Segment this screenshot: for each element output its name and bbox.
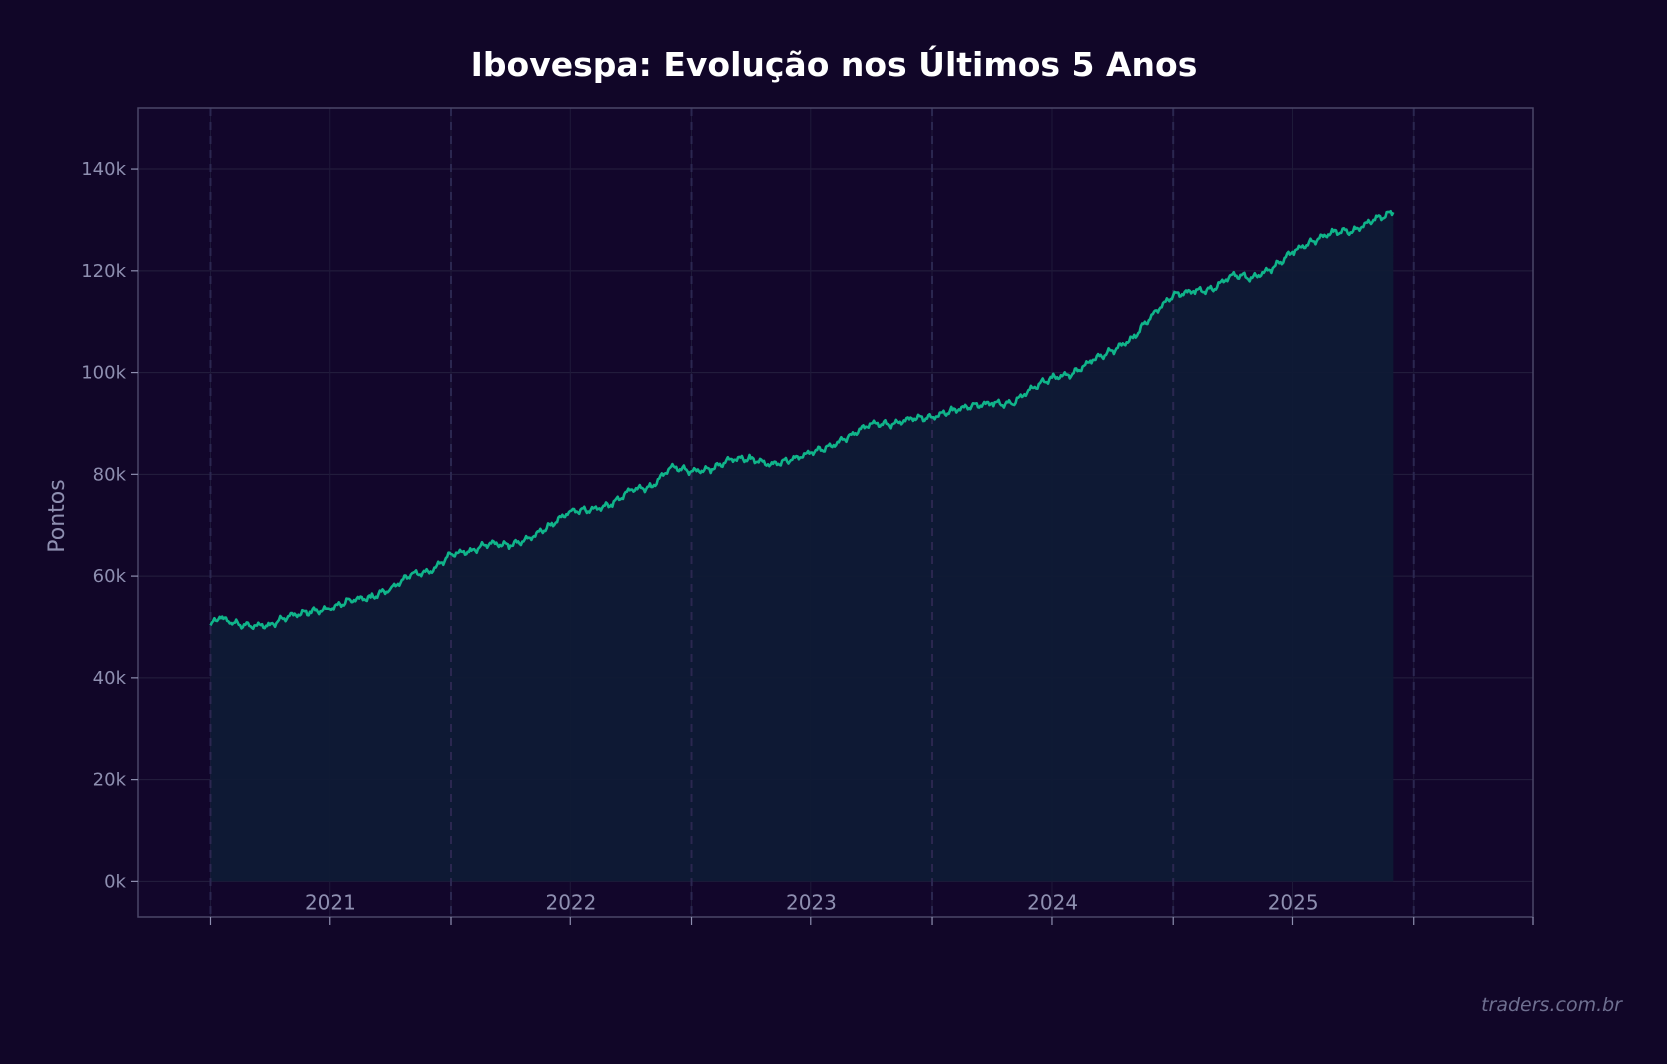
year-label: 2022 [545, 890, 596, 914]
watermark: traders.com.br [1481, 994, 1623, 1016]
year-label: 2025 [1268, 890, 1319, 914]
y-tick-label: 80k [93, 464, 127, 485]
y-axis-label: Pontos [45, 479, 70, 552]
y-tick-label: 40k [93, 668, 127, 689]
year-label: 2023 [786, 890, 837, 914]
y-tick-label: 100k [81, 363, 126, 384]
y-tick-label: 60k [93, 566, 127, 587]
year-label: 2024 [1027, 890, 1078, 914]
y-tick-label: 120k [81, 261, 126, 282]
y-tick-label: 20k [93, 770, 127, 791]
series-line [209, 210, 1395, 631]
y-tick-label: 140k [81, 159, 126, 180]
series-area [210, 211, 1394, 882]
y-tick-label: 0k [104, 871, 126, 892]
plot-area: 0k 20k 40k 60k 80k 100k 120k 140k 2021 2022 2023 20… [81, 107, 1534, 925]
plot-frame [137, 107, 1534, 918]
year-label: 2021 [305, 890, 356, 914]
chart-title: Ibovespa: Evolução nos Últimos 5 Anos [471, 44, 1198, 84]
